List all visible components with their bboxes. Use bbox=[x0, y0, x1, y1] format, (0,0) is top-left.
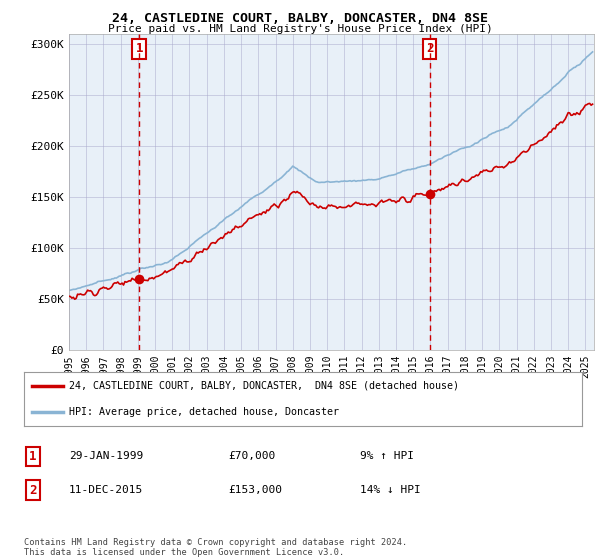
Text: 14% ↓ HPI: 14% ↓ HPI bbox=[360, 485, 421, 495]
Text: 29-JAN-1999: 29-JAN-1999 bbox=[69, 451, 143, 461]
Text: 24, CASTLEDINE COURT, BALBY, DONCASTER,  DN4 8SE (detached house): 24, CASTLEDINE COURT, BALBY, DONCASTER, … bbox=[68, 381, 458, 391]
Text: 11-DEC-2015: 11-DEC-2015 bbox=[69, 485, 143, 495]
Text: 1: 1 bbox=[136, 43, 143, 55]
Text: Contains HM Land Registry data © Crown copyright and database right 2024.
This d: Contains HM Land Registry data © Crown c… bbox=[24, 538, 407, 557]
Text: 2: 2 bbox=[426, 43, 433, 55]
Text: HPI: Average price, detached house, Doncaster: HPI: Average price, detached house, Donc… bbox=[68, 407, 338, 417]
Text: 2: 2 bbox=[29, 483, 37, 497]
Text: £70,000: £70,000 bbox=[228, 451, 275, 461]
Text: 9% ↑ HPI: 9% ↑ HPI bbox=[360, 451, 414, 461]
Text: £153,000: £153,000 bbox=[228, 485, 282, 495]
Text: Price paid vs. HM Land Registry's House Price Index (HPI): Price paid vs. HM Land Registry's House … bbox=[107, 24, 493, 34]
Text: 1: 1 bbox=[29, 450, 37, 463]
Text: 24, CASTLEDINE COURT, BALBY, DONCASTER, DN4 8SE: 24, CASTLEDINE COURT, BALBY, DONCASTER, … bbox=[112, 12, 488, 25]
